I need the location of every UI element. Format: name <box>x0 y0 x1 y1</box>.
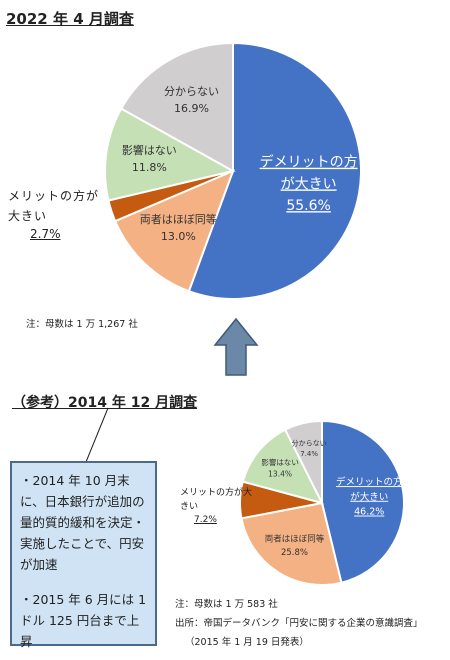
pie-slice <box>187 41 360 300</box>
external-label-merit-2022: メリットの方が大きい 2.7% <box>8 186 104 242</box>
pie-slice <box>104 107 236 202</box>
up-arrow-icon <box>213 317 259 376</box>
note-2022: 注：母数は 1 万 1,267 社 <box>26 319 138 330</box>
slice-percent: 13.4% <box>268 470 292 479</box>
pie-slice <box>241 428 324 505</box>
slice-percent: 46.2% <box>354 507 384 518</box>
chart-title-2014: （参考）2014 年 12 月調査 <box>12 395 198 411</box>
slice-percent: 16.9% <box>174 102 209 115</box>
source-note: 出所：帝国データバンク「円安に関する企業の意識調査」 <box>175 618 423 629</box>
slice-label: 影響はない <box>261 457 299 467</box>
pie-slice <box>113 169 235 293</box>
slice-label: メリットの方が大きい <box>8 189 100 223</box>
info-item-2: ・2015 年 6 月には 1 ドル 125 円台まで上昇 <box>20 592 147 649</box>
note-2014: 注：母数は 1 万 583 社 <box>175 599 278 610</box>
slice-percent: 55.6% <box>286 198 330 214</box>
info-item-1: ・2014 年 10 月末に、日本銀行が追加の量的質的緩和を決定・実施したことで… <box>20 473 146 572</box>
slice-percent: 13.0% <box>161 230 196 243</box>
source-date: （2015 年 1 月 19 日発表） <box>185 637 309 648</box>
slice-label: 両者はほぼ同等 <box>140 212 217 226</box>
slice-percent: 11.8% <box>132 161 167 174</box>
slice-label: が大きい <box>281 176 337 192</box>
slice-label: 両者はほぼ同等 <box>265 534 325 545</box>
slice-label: デメリットの方 <box>260 154 358 171</box>
slice-label: が大きい <box>350 491 388 503</box>
slice-percent: 7.4% <box>300 450 318 458</box>
pie-slice <box>321 419 405 584</box>
slice-percent: 2.7% <box>30 227 61 241</box>
slice-label: 分からない <box>292 438 327 447</box>
chart-title-2022: 2022 年 4 月調査 <box>6 10 134 28</box>
pie-slice <box>283 419 323 504</box>
pie-slice <box>119 41 234 173</box>
pie-slice <box>240 501 343 586</box>
slice-label: 影響はない <box>122 143 177 157</box>
slice-label: デメリットの方 <box>336 476 403 488</box>
slice-percent: 7.2% <box>194 515 217 525</box>
slice-percent: 25.8% <box>281 548 308 558</box>
info-box: ・2014 年 10 月末に、日本銀行が追加の量的質的緩和を決定・実施したことで… <box>10 461 157 649</box>
slice-label: 分からない <box>164 85 219 98</box>
slice-label: メリットの方が大きい <box>180 488 253 512</box>
external-label-merit-2014: メリットの方が大きい 7.2% <box>180 486 252 526</box>
